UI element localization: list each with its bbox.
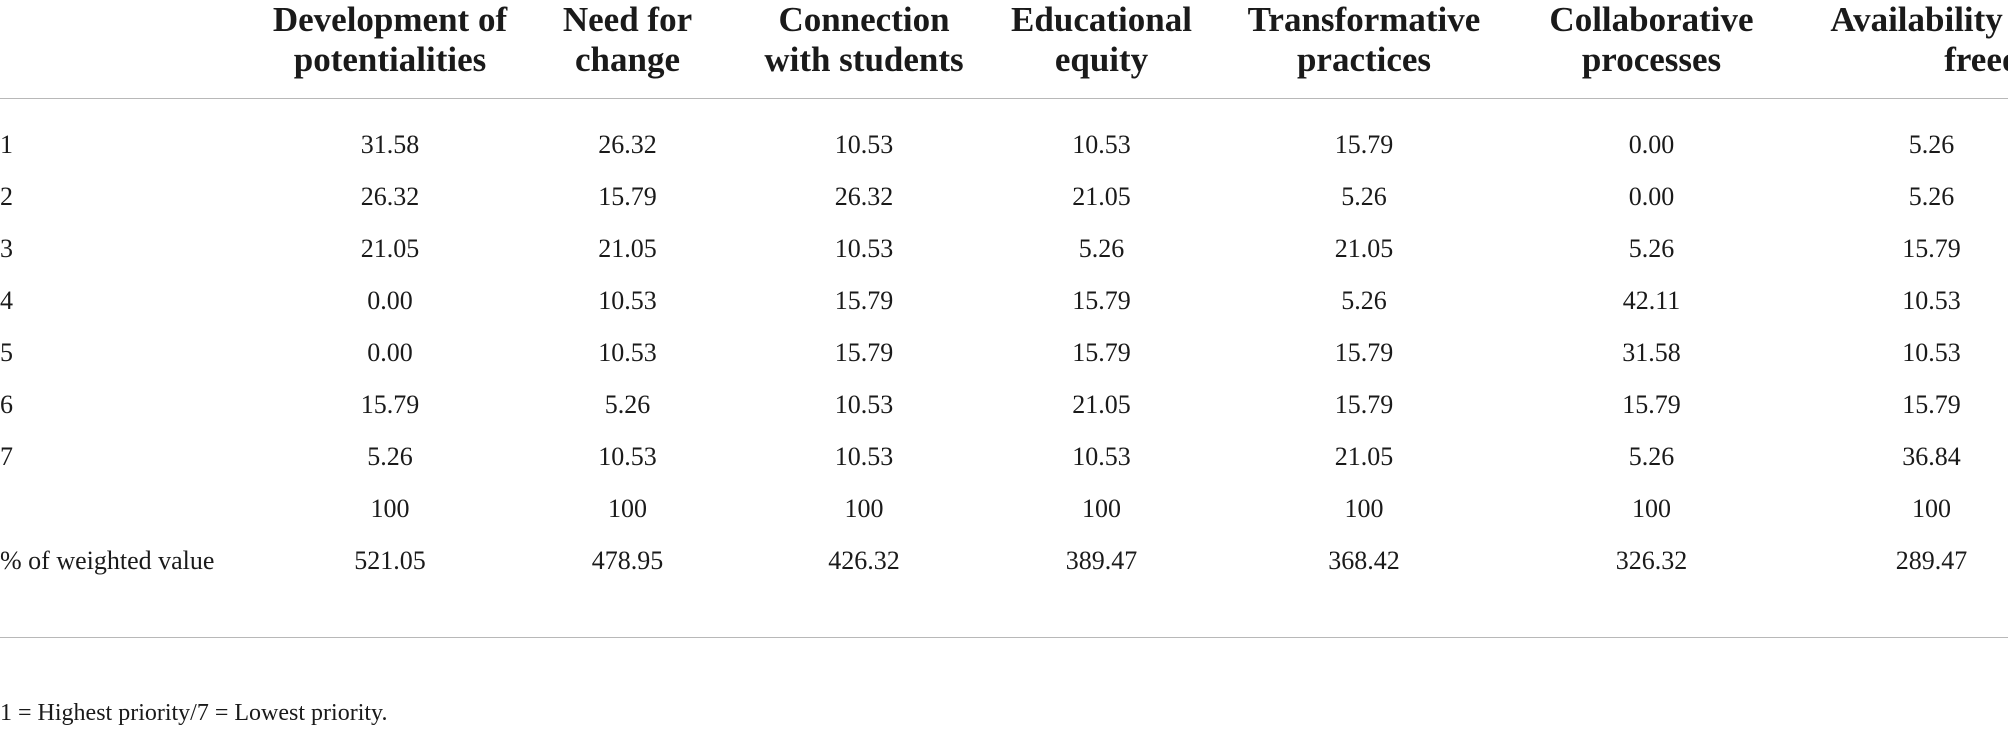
- table-footnote: 1 = Highest priority/7 = Lowest priority…: [0, 700, 388, 726]
- table-cell: 5.26: [1628, 234, 1675, 263]
- table-row: 6 15.79 5.26 10.53 21.05 15.79 15.79 15.…: [0, 385, 2008, 437]
- table-row: 4 0.00 10.53 15.79 15.79 5.26 42.11 10.5…: [0, 281, 2008, 333]
- table-cell: 5.26: [1908, 182, 1955, 211]
- table-cell: 15.79: [1622, 390, 1681, 419]
- table-cell: 5.26: [1341, 182, 1387, 211]
- table-cell: 100: [1912, 494, 1951, 523]
- table-cell: 15.79: [360, 390, 420, 419]
- table-cell: 10.53: [598, 338, 657, 367]
- table-cell: 21.05: [1334, 442, 1394, 471]
- header-stub: [0, 0, 270, 99]
- table-row: 2 26.32 15.79 26.32 21.05 5.26 0.00 5.26: [0, 177, 2008, 229]
- table-cell: 15.79: [1334, 130, 1394, 159]
- table-header: Development of potentialities Need for c…: [0, 0, 2008, 99]
- table-cell: 368.42: [1220, 541, 1508, 638]
- table-cell: 10.53: [1072, 130, 1131, 159]
- header-development-of-potentialities: Development of potentialities: [270, 0, 510, 99]
- table-row: 5 0.00 10.53 15.79 15.79 15.79 31.58 10.…: [0, 333, 2008, 385]
- table-cell: 36.84: [1902, 442, 1961, 471]
- table-cell: 21.05: [1072, 390, 1131, 419]
- table-cell: 326.32: [1508, 541, 1795, 638]
- table-cell: 15.79: [1334, 390, 1394, 419]
- table-cell: 289.47: [1795, 541, 2008, 638]
- table-cell: 10.53: [834, 442, 894, 471]
- table-cell: 26.32: [834, 182, 894, 211]
- row-label: 5: [0, 338, 13, 367]
- header-transformative-practices: Transformative practices: [1220, 0, 1508, 99]
- table-cell: 15.79: [834, 286, 894, 315]
- row-label: 4: [0, 286, 13, 315]
- table-cell: 0.00: [1628, 130, 1675, 159]
- table-cell: 5.26: [1341, 286, 1387, 315]
- table-cell: 5.26: [1908, 130, 1955, 159]
- header-need-for-change: Need for change: [510, 0, 745, 99]
- table-cell: 389.47: [983, 541, 1220, 638]
- table-cell: 5.26: [604, 390, 651, 419]
- table-body: 1 31.58 26.32 10.53 10.53 15.79 0.00 5.2…: [0, 99, 2008, 638]
- table-cell: 5.26: [1078, 234, 1125, 263]
- table-cell: 478.95: [510, 541, 745, 638]
- row-label: % of weighted value: [0, 541, 270, 638]
- row-label: 2: [0, 182, 13, 211]
- table-cell: 100: [1344, 494, 1384, 523]
- table-cell: 10.53: [834, 234, 894, 263]
- table-cell: 426.32: [745, 541, 983, 638]
- table-cell: 10.53: [598, 442, 657, 471]
- table-cell: 5.26: [367, 442, 413, 471]
- table-cell: 21.05: [598, 234, 657, 263]
- table-cell: 15.79: [1902, 390, 1961, 419]
- header-row: Development of potentialities Need for c…: [0, 0, 2008, 99]
- table-cell: 10.53: [1902, 338, 1961, 367]
- table-cell: 10.53: [598, 286, 657, 315]
- table-cell: 26.32: [598, 130, 657, 159]
- row-label: 6: [0, 390, 13, 419]
- table-cell: 0.00: [367, 286, 413, 315]
- table-cell: 15.79: [834, 338, 894, 367]
- table-cell: 521.05: [270, 541, 510, 638]
- table-cell: 31.58: [360, 130, 420, 159]
- table-cell: 100: [1632, 494, 1671, 523]
- row-label: [0, 489, 270, 541]
- row-label: 7: [0, 442, 13, 471]
- table-cell: 15.79: [1072, 286, 1131, 315]
- table-cell: 100: [844, 494, 884, 523]
- row-label: 3: [0, 234, 13, 263]
- table-cell: 21.05: [1334, 234, 1394, 263]
- header-educational-equity: Educational equity: [983, 0, 1220, 99]
- table-cell: 0.00: [1628, 182, 1675, 211]
- table-cell: 5.26: [1628, 442, 1675, 471]
- table-cell: 10.53: [1902, 286, 1961, 315]
- table-cell: 100: [608, 494, 647, 523]
- table-row: 3 21.05 21.05 10.53 5.26 21.05 5.26 15.7…: [0, 229, 2008, 281]
- table-cell: 10.53: [834, 130, 894, 159]
- table-row: 1 31.58 26.32 10.53 10.53 15.79 0.00 5.2…: [0, 99, 2008, 178]
- weighted-value-row: % of weighted value 521.05 478.95 426.32…: [0, 541, 2008, 638]
- table-cell: 10.53: [1072, 442, 1131, 471]
- table-cell: 15.79: [1072, 338, 1131, 367]
- header-collaborative-processes: Collaborative processes: [1508, 0, 1795, 99]
- table-cell: 21.05: [1072, 182, 1131, 211]
- table-cell: 42.11: [1622, 286, 1681, 315]
- table-cell: 10.53: [834, 390, 894, 419]
- table-cell: 15.79: [598, 182, 657, 211]
- table-cell: 26.32: [360, 182, 420, 211]
- table-cell: 15.79: [1334, 338, 1394, 367]
- table-cell: 100: [1082, 494, 1121, 523]
- priority-table-container: Development of potentialities Need for c…: [0, 0, 2008, 638]
- priority-table: Development of potentialities Need for c…: [0, 0, 2008, 638]
- table-row: 7 5.26 10.53 10.53 10.53 21.05 5.26 36.8…: [0, 437, 2008, 489]
- row-label: 1: [0, 130, 13, 159]
- table-cell: 0.00: [367, 338, 413, 367]
- table-cell: 21.05: [360, 234, 420, 263]
- table-cell: 100: [370, 494, 410, 523]
- table-cell: 15.79: [1902, 234, 1961, 263]
- header-connection-with-students: Connection with students: [745, 0, 983, 99]
- header-availability-and-freedom: Availability and freedom: [1795, 0, 2008, 99]
- total-row: 100 100 100 100 100 100 100: [0, 489, 2008, 541]
- table-cell: 31.58: [1622, 338, 1681, 367]
